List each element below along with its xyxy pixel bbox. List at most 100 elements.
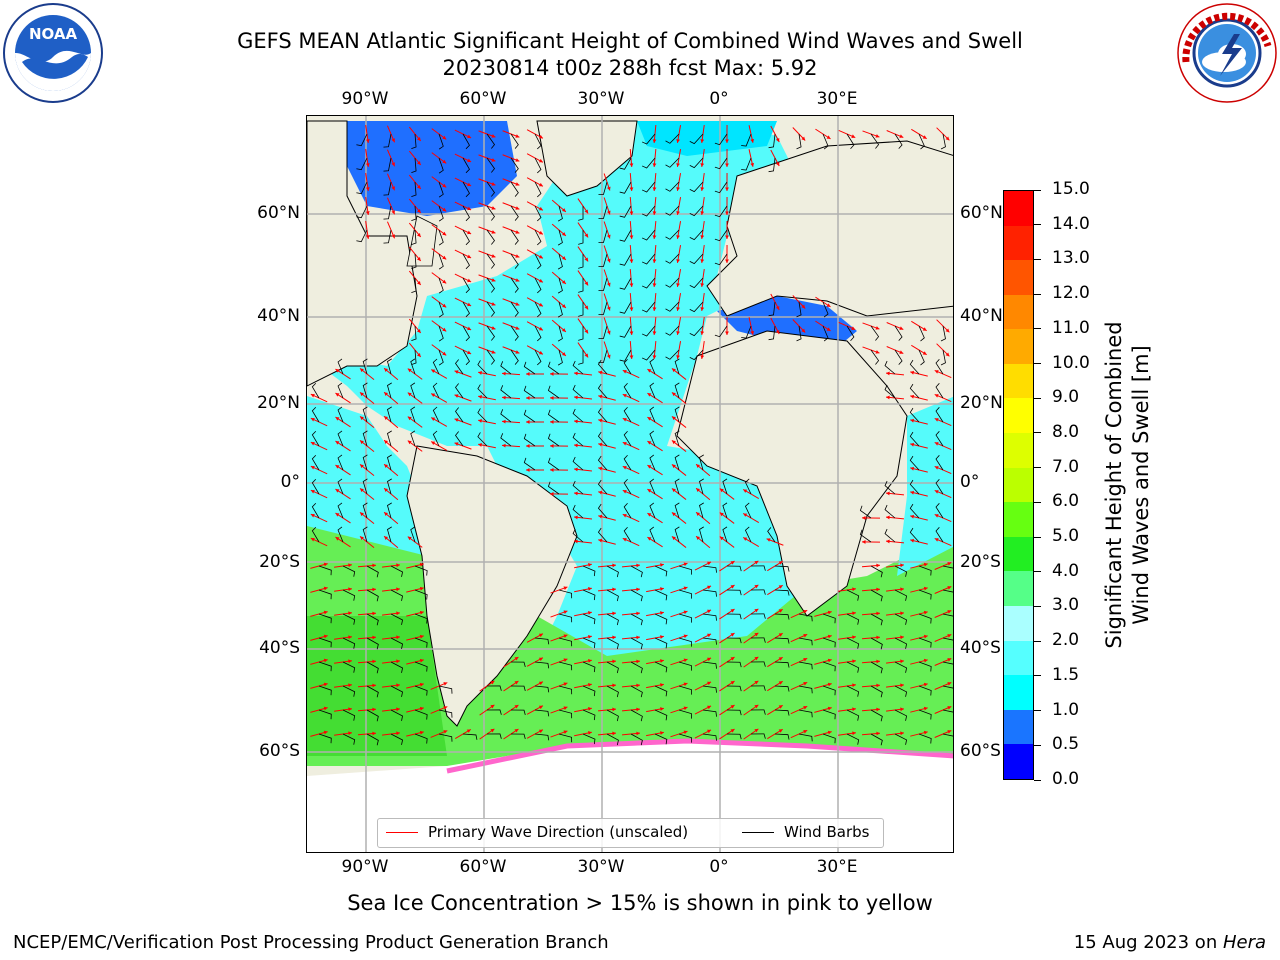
wind-barb xyxy=(311,382,320,399)
wave-arrow-head xyxy=(910,418,915,423)
wind-barb xyxy=(342,733,356,745)
wind-barb xyxy=(598,181,608,195)
wave-arrow-head xyxy=(365,163,370,167)
wind-barb xyxy=(822,301,829,318)
wave-arrow-head xyxy=(574,371,578,376)
wind-barb xyxy=(411,229,417,246)
wind-barb xyxy=(654,565,668,577)
wave-arrow-head xyxy=(612,707,616,712)
wave-arrow-head xyxy=(725,139,729,143)
wind-barb xyxy=(822,325,829,342)
colorbar-tick-mark xyxy=(1034,363,1041,365)
lon-label-bottom-30w: 30°W xyxy=(577,857,625,877)
wave-arrow-head xyxy=(416,209,421,213)
wind-barb xyxy=(534,349,542,366)
wave-arrow-head xyxy=(574,515,578,520)
wave-arrow-head xyxy=(612,563,616,568)
wave-arrow-head xyxy=(676,283,680,287)
wind-barb xyxy=(390,613,404,625)
wind-barb xyxy=(411,157,417,174)
wind-barb xyxy=(750,589,766,595)
wave-arrow-head xyxy=(588,683,592,687)
wind-barb xyxy=(455,383,464,399)
wave-arrow-head xyxy=(676,187,680,191)
wave-arrow-head xyxy=(676,331,680,335)
wave-arrow-head xyxy=(947,610,952,614)
wind-barb xyxy=(774,709,790,716)
wave-arrow-head xyxy=(934,394,939,398)
wave-arrow-head xyxy=(515,230,520,234)
wave-arrow-head xyxy=(852,587,856,592)
colorbar-label-line2: Wind Waves and Swell [m] xyxy=(1129,345,1153,625)
wave-arrow-head xyxy=(827,658,832,663)
lat-label-right-20s: 20°S xyxy=(960,552,1001,572)
wave-arrow-head xyxy=(588,707,592,711)
colorbar-segment xyxy=(1004,606,1033,641)
wind-barb xyxy=(918,133,925,150)
wind-barb xyxy=(623,526,632,543)
wave-arrow-head xyxy=(750,330,755,335)
wave-arrow-head xyxy=(514,680,519,685)
wind-barb xyxy=(619,181,632,194)
wind-barb xyxy=(387,478,392,495)
wave-arrow-head xyxy=(676,163,680,167)
wind-barb xyxy=(870,709,883,722)
wind-barb xyxy=(362,406,368,423)
wave-arrow-head xyxy=(606,306,611,311)
wave-arrow-head xyxy=(348,563,352,568)
wave-arrow-head xyxy=(538,657,543,662)
wind-barb xyxy=(510,157,519,173)
wave-arrow-head xyxy=(636,563,640,568)
wind-barb xyxy=(649,406,656,423)
wave-arrow-head xyxy=(900,563,904,568)
wind-barb xyxy=(362,526,368,543)
wind-barb xyxy=(342,709,356,721)
wave-arrow-head xyxy=(584,257,589,262)
wave-arrow-head xyxy=(359,488,364,493)
wind-barb xyxy=(894,349,903,365)
wave-arrow-head xyxy=(323,634,328,639)
footer-credit: NCEP/EMC/Verification Post Processing Pr… xyxy=(13,932,609,953)
wind-barb xyxy=(598,253,608,267)
wave-arrow-head xyxy=(622,490,627,494)
wave-arrow-head xyxy=(671,488,676,493)
wind-barb xyxy=(859,529,872,543)
lat-label-right-60n: 60°N xyxy=(960,203,1003,223)
wave-arrow-head xyxy=(803,730,808,734)
wave-arrow-head xyxy=(923,586,928,591)
wave-arrow-head xyxy=(622,538,627,542)
wave-arrow-head xyxy=(443,706,448,710)
wave-arrow-head xyxy=(612,731,616,736)
wave-arrow-head xyxy=(947,562,952,566)
wave-arrow-head xyxy=(875,134,880,138)
wind-barb xyxy=(846,733,860,745)
wave-arrow-head xyxy=(598,370,603,375)
wave-arrow-head xyxy=(372,683,376,688)
wind-barb xyxy=(654,733,668,745)
wind-barb xyxy=(674,406,680,423)
wind-barb xyxy=(572,504,584,519)
wind-barb xyxy=(649,358,656,375)
wave-arrow-head xyxy=(490,704,495,709)
wave-arrow-head xyxy=(561,328,566,332)
wave-arrow-head xyxy=(372,731,376,736)
wave-arrow-head xyxy=(652,139,657,143)
wave-arrow-head xyxy=(538,230,543,235)
wave-arrow-head xyxy=(538,681,543,686)
wave-arrow-head xyxy=(923,730,928,735)
wind-barb xyxy=(432,358,440,375)
wind-barb xyxy=(366,613,379,626)
wind-barb xyxy=(918,613,932,624)
wave-arrow-head xyxy=(416,233,421,237)
wave-arrow-head xyxy=(652,259,657,263)
wind-barb xyxy=(337,526,344,543)
wave-arrow-head xyxy=(647,369,652,373)
wind-barb xyxy=(822,613,836,624)
lat-label-left-40n: 40°N xyxy=(257,306,300,326)
wave-arrow-head xyxy=(775,161,780,166)
wave-arrow-head xyxy=(526,420,530,424)
wind-barb xyxy=(462,349,470,366)
wave-arrow-head xyxy=(574,467,578,472)
wave-arrow-head xyxy=(696,512,701,516)
wind-barb xyxy=(356,133,368,147)
